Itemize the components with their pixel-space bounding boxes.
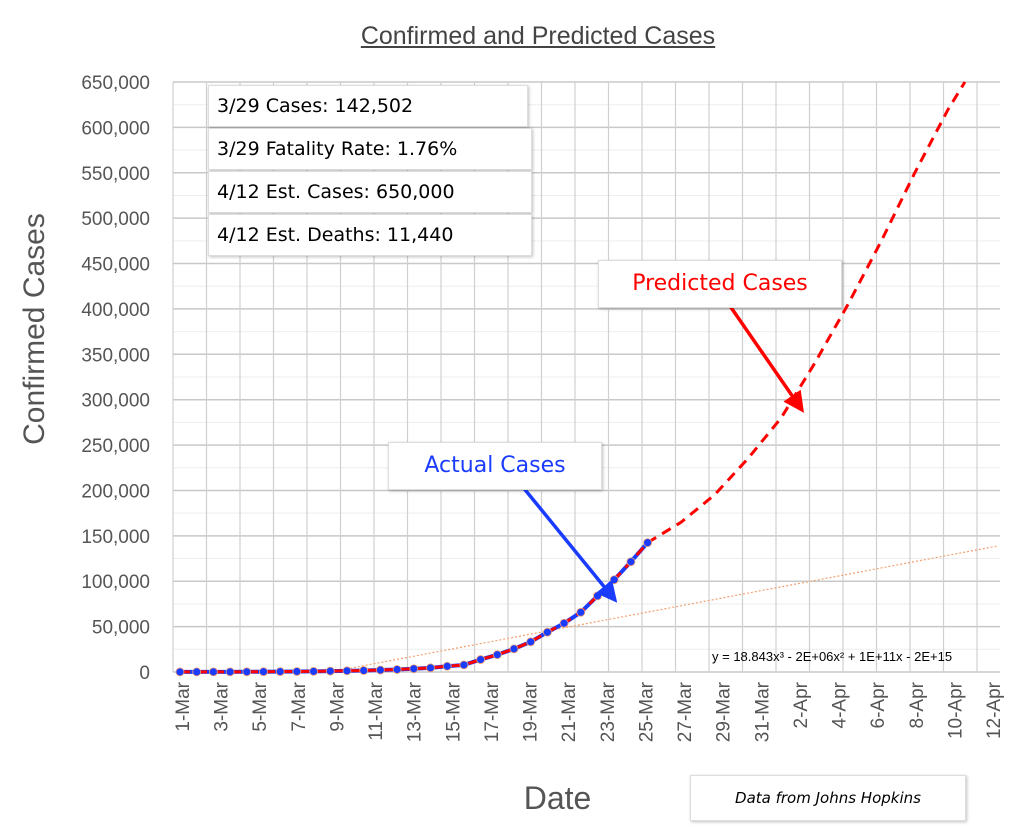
actual-data-point [392, 665, 402, 674]
x-tick-label: 29-Mar [714, 681, 735, 742]
x-tick-label: 12-Apr [984, 681, 1005, 739]
x-tick-label: 8-Apr [907, 681, 928, 728]
y-tick-label: 0 [139, 663, 150, 684]
actual-data-point [325, 666, 335, 676]
actual-data-point [292, 667, 302, 676]
actual-data-point [242, 667, 252, 677]
x-tick-label: 15-Mar [443, 681, 464, 742]
actual-data-point [643, 538, 652, 548]
x-axis-label: Date [523, 780, 592, 816]
actual-data-point [559, 618, 569, 628]
x-tick-label: 3-Mar [212, 681, 233, 731]
actual-data-point [208, 667, 218, 677]
actual-data-point [576, 607, 586, 617]
actual-data-point [309, 666, 319, 676]
data-source-note: Data from Johns Hopkins [690, 775, 966, 821]
trendline [330, 545, 999, 673]
x-tick-label: 2-Apr [791, 681, 812, 728]
y-tick-label: 50,000 [92, 618, 150, 639]
actual-data-point [342, 666, 352, 676]
actual-cases-callout: Actual Cases [388, 442, 602, 490]
x-tick-label: 7-Mar [289, 681, 310, 731]
x-tick-label: 21-Mar [559, 681, 580, 742]
actual-data-point [275, 667, 285, 677]
actual-data-point [526, 637, 536, 647]
actual-cases-line [179, 541, 650, 674]
x-tick-label: 25-Mar [636, 681, 657, 742]
actual-data-point [426, 663, 435, 673]
actual-data-point [476, 655, 486, 664]
y-tick-label: 350,000 [81, 345, 150, 366]
actual-data-point [225, 667, 235, 677]
trendline-equation: y = 18.843x³ - 2E+06x² + 1E+11x - 2E+15 [712, 649, 953, 664]
stat-cases: 3/29 Cases: 142,502 [208, 85, 528, 127]
x-tick-label: 23-Mar [598, 681, 619, 742]
actual-data-point [509, 644, 519, 654]
y-tick-label: 550,000 [81, 164, 150, 185]
y-tick-label: 400,000 [81, 300, 150, 321]
y-tick-label: 100,000 [81, 572, 150, 593]
x-tick-label: 10-Apr [945, 681, 966, 739]
actual-data-point [359, 666, 369, 675]
actual-data-point [459, 660, 469, 670]
actual-data-point [375, 665, 385, 675]
y-axis-label: Confirmed Cases [18, 213, 51, 445]
x-tick-label: 6-Apr [868, 681, 889, 728]
stat-fatality-rate: 3/29 Fatality Rate: 1.76% [208, 128, 532, 170]
actual-data-point [609, 575, 619, 585]
stat-est-cases: 4/12 Est. Cases: 650,000 [208, 171, 532, 213]
y-tick-label: 600,000 [81, 118, 150, 139]
actual-data-point [593, 591, 602, 601]
x-tick-label: 1-Mar [173, 681, 194, 731]
x-tick-label: 27-Mar [675, 681, 696, 742]
actual-data-point [543, 627, 552, 637]
fit-overlay-line [179, 541, 649, 674]
x-tick-label: 11-Mar [366, 681, 387, 740]
actual-data-point [259, 667, 268, 677]
y-tick-label: 150,000 [81, 527, 150, 548]
x-tick-label: 13-Mar [405, 681, 426, 742]
y-tick-label: 300,000 [81, 391, 150, 412]
chart-title: Confirmed and Predicted Cases [360, 22, 716, 50]
x-tick-label: 9-Mar [327, 681, 348, 731]
predicted-cases-arrow [728, 305, 804, 413]
actual-data-point [626, 557, 636, 567]
actual-data-point [409, 664, 419, 674]
x-tick-label: 5-Mar [250, 681, 271, 731]
actual-data-point [442, 661, 452, 671]
x-tick-label: 4-Apr [830, 681, 851, 728]
predicted-cases-callout: Predicted Cases [598, 260, 842, 308]
y-tick-label: 500,000 [81, 209, 150, 230]
actual-data-point [492, 650, 502, 660]
predicted-cases-line [646, 81, 967, 544]
stat-est-deaths: 4/12 Est. Deaths: 11,440 [208, 214, 532, 256]
y-tick-label: 200,000 [81, 481, 150, 502]
actual-data-point [192, 667, 202, 677]
actual-cases-arrow [520, 484, 618, 603]
y-tick-label: 650,000 [81, 73, 150, 94]
x-tick-label: 19-Mar [521, 681, 542, 742]
y-tick-label: 450,000 [81, 255, 150, 276]
x-tick-label: 31-Mar [752, 681, 773, 742]
y-tick-label: 250,000 [81, 436, 150, 457]
x-tick-label: 17-Mar [482, 681, 503, 742]
actual-data-point [175, 667, 185, 677]
